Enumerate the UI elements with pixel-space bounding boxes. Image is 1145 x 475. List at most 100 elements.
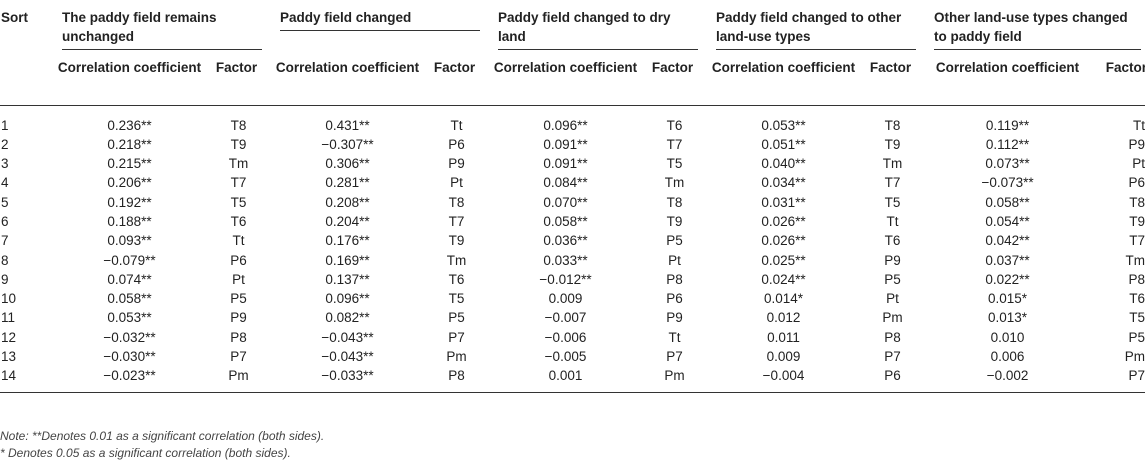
correlation-cell: 0.001 — [488, 366, 644, 393]
correlation-cell: 0.006 — [990, 349, 1025, 365]
factor-cell: T7 — [230, 175, 247, 191]
factor-cell: P9 — [230, 310, 247, 326]
table-row: 1 0.236** T8 0.431** Tt 0.096** T6 0.053** T8 0.1… — [0, 105, 1145, 135]
correlation-cell: −0.023** — [52, 366, 207, 393]
factor-cell: Pt — [232, 271, 245, 287]
correlation-cell: 0.176** — [325, 233, 370, 249]
sort-subheader — [0, 50, 52, 106]
table-row: 6 0.188** T6 0.204** T7 0.058** T9 0.026** Tt 0.0… — [0, 212, 1145, 231]
factor-cell: P6 — [666, 291, 683, 307]
factor-cell: Tt — [668, 329, 681, 345]
sort-cell: 12 — [1, 329, 17, 345]
correlation-cell: 0.096** — [543, 117, 588, 133]
table-notes: Note: **Denotes 0.01 as a significant co… — [0, 428, 324, 462]
correlation-cell: −0.002 — [924, 366, 1092, 393]
factor-cell: Tt — [1133, 117, 1145, 133]
factor-cell: T9 — [1129, 213, 1145, 229]
factor-header: Factor — [1091, 50, 1145, 106]
table-row: 9 0.074** Pt 0.137** T6 −0.012** P8 0.024** P5 0.… — [0, 270, 1145, 289]
correlation-cell: −0.032** — [103, 329, 156, 345]
correlation-cell: 0.093** — [107, 233, 152, 249]
note-significance-001: Note: **Denotes 0.01 as a significant co… — [0, 429, 325, 443]
correlation-cell: 0.042** — [985, 233, 1030, 249]
sort-cell: 8 — [1, 252, 9, 268]
factor-cell: P7 — [230, 349, 247, 365]
correlation-cell: 0.431** — [325, 117, 370, 133]
group-header-to-paddy: Other land-use types changed to paddy fi… — [924, 0, 1145, 50]
correlation-cell: 0.215** — [107, 156, 152, 172]
correlation-cell: 0.054** — [985, 213, 1030, 229]
factor-cell: T6 — [448, 271, 465, 287]
factor-cell: Tm — [1125, 252, 1145, 268]
factor-header: Factor — [207, 50, 271, 106]
factor-cell: T5 — [1129, 310, 1145, 326]
correlation-cell: 0.009 — [548, 291, 583, 307]
correlation-cell: 0.206** — [107, 175, 152, 191]
sort-cell: 2 — [1, 136, 9, 152]
correlation-header: Correlation coefficient — [270, 50, 426, 106]
factor-cell: Pm — [643, 366, 707, 393]
factor-cell: P7 — [666, 349, 683, 365]
group-header-label: Paddy field changed — [280, 8, 481, 31]
factor-cell: T5 — [666, 156, 683, 172]
factor-cell: T6 — [884, 233, 901, 249]
correlation-cell: 0.218** — [107, 136, 152, 152]
factor-cell: T8 — [884, 117, 901, 133]
correlation-cell: 0.015* — [988, 291, 1028, 307]
correlation-cell: 0.192** — [107, 194, 152, 210]
correlation-cell: 0.137** — [325, 271, 370, 287]
correlation-cell: 0.058** — [985, 194, 1030, 210]
factor-cell: T7 — [666, 136, 683, 152]
factor-cell: Pt — [886, 291, 899, 307]
group-header-row: Sort The paddy field remains unchanged P… — [0, 0, 1145, 50]
table-row: 3 0.215** Tm 0.306** P9 0.091** T5 0.040** Tm 0.0… — [0, 154, 1145, 173]
group-header-unchanged: The paddy field remains unchanged — [52, 0, 270, 50]
correlation-cell: 0.037** — [985, 252, 1030, 268]
correlation-cell: −0.307** — [321, 136, 374, 152]
factor-cell: P9 — [666, 310, 683, 326]
factor-cell: Tt — [232, 233, 245, 249]
factor-cell: Pm — [446, 349, 467, 365]
correlation-cell: 0.096** — [325, 291, 370, 307]
factor-header: Factor — [643, 50, 707, 106]
correlation-cell: 0.051** — [761, 136, 806, 152]
factor-cell: Pt — [1132, 156, 1145, 172]
correlation-cell: 0.053** — [761, 117, 806, 133]
factor-cell: T8 — [1129, 194, 1145, 210]
table-row: 12 −0.032** P8 −0.043** P7 −0.006 Tt 0.011 P8 0.0… — [0, 328, 1145, 347]
correlation-cell: 0.022** — [985, 271, 1030, 287]
factor-cell: P5 — [884, 271, 901, 287]
sort-cell: 4 — [1, 175, 9, 191]
sort-cell: 7 — [1, 233, 9, 249]
group-header-label: Paddy field changed to dry land — [498, 8, 699, 50]
correlation-cell: 0.112** — [985, 136, 1030, 152]
factor-cell: P8 — [425, 366, 489, 393]
correlation-cell: 0.036** — [543, 233, 588, 249]
group-header-label: Paddy field changed to other land-use ty… — [716, 8, 917, 50]
note-significance-005: * Denotes 0.05 as a significant correlat… — [0, 446, 291, 460]
correlation-header: Correlation coefficient — [924, 50, 1092, 106]
correlation-cell: 0.204** — [325, 213, 370, 229]
correlation-cell: 0.058** — [543, 213, 588, 229]
correlation-cell: 0.011 — [767, 329, 800, 345]
table-body: 1 0.236** T8 0.431** Tt 0.096** T6 0.053** T8 0.1… — [0, 105, 1145, 393]
correlation-cell: 0.014* — [763, 291, 804, 307]
factor-cell: P9 — [448, 156, 465, 172]
factor-cell: Tt — [886, 213, 899, 229]
factor-header: Factor — [425, 50, 489, 106]
correlation-header: Correlation coefficient — [488, 50, 644, 106]
factor-cell: Pt — [450, 175, 463, 191]
correlation-cell: −0.012** — [539, 271, 592, 287]
sort-header: Sort — [1, 10, 28, 25]
table-row: 11 0.053** P9 0.082** P5 −0.007 P9 0.012 Pm 0.013… — [0, 308, 1145, 327]
correlation-cell: −0.043** — [321, 349, 374, 365]
correlation-cell: 0.058** — [107, 291, 152, 307]
correlation-cell: 0.034** — [761, 175, 806, 191]
factor-cell: T6 — [230, 213, 247, 229]
correlation-cell: 0.091** — [543, 136, 588, 152]
correlation-cell: −0.006 — [544, 329, 587, 345]
factor-cell: T9 — [884, 136, 901, 152]
factor-cell: Pm — [882, 310, 903, 326]
column-header-row: Correlation coefficient Factor Correlati… — [0, 50, 1145, 106]
factor-cell: T8 — [448, 194, 465, 210]
